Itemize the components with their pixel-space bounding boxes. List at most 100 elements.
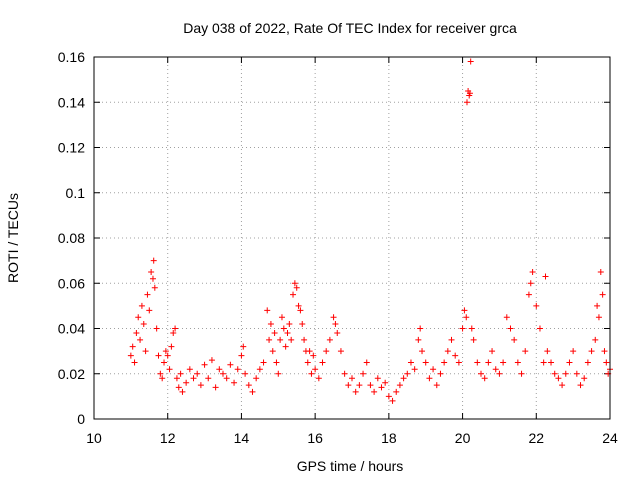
data-point <box>284 330 291 337</box>
data-point <box>584 359 591 366</box>
data-point <box>264 307 271 314</box>
y-tick-label: 0.08 <box>58 230 85 246</box>
data-point <box>533 302 540 309</box>
y-tick-label: 0.12 <box>58 140 85 156</box>
data-point <box>400 375 407 382</box>
data-point <box>157 370 164 377</box>
data-point <box>577 382 584 389</box>
data-point <box>150 257 157 264</box>
data-point <box>503 314 510 321</box>
data-point <box>496 370 503 377</box>
data-point <box>452 352 459 359</box>
data-point <box>514 359 521 366</box>
data-point <box>144 291 151 298</box>
data-point <box>166 366 173 373</box>
data-point <box>411 366 418 373</box>
data-point <box>407 359 414 366</box>
data-point <box>304 359 311 366</box>
data-point <box>133 330 140 337</box>
data-point <box>155 352 162 359</box>
data-point <box>474 359 481 366</box>
axis-ticks <box>93 56 611 420</box>
data-point <box>253 375 260 382</box>
data-point <box>227 361 234 368</box>
data-point <box>186 366 193 373</box>
data-point <box>597 268 604 275</box>
data-point <box>481 375 488 382</box>
data-point <box>467 58 474 65</box>
data-point <box>349 375 355 382</box>
y-tick-label: 0.04 <box>58 321 85 337</box>
data-point <box>570 348 577 355</box>
y-tick-labels: 0 0.02 0.04 0.06 0.08 0.1 0.12 0.14 0.16 <box>58 49 85 427</box>
y-tick-label: 0.06 <box>58 275 85 291</box>
data-point <box>242 370 249 377</box>
y-tick-label: 0.14 <box>58 94 85 110</box>
data-point <box>301 336 308 343</box>
data-point <box>468 325 475 332</box>
data-point <box>581 375 588 382</box>
chart-title: Day 038 of 2022, Rate Of TEC Index for r… <box>183 20 517 36</box>
data-point <box>269 348 276 355</box>
data-point <box>177 370 184 377</box>
x-tick-label: 12 <box>160 430 176 446</box>
data-point <box>463 314 470 321</box>
data-point <box>382 379 389 386</box>
data-point <box>271 330 278 337</box>
data-point <box>396 382 403 389</box>
data-point <box>312 366 319 373</box>
data-point <box>356 382 363 389</box>
data-point <box>548 359 555 366</box>
x-tick-labels: 10 12 14 16 18 20 22 24 <box>86 430 618 446</box>
data-point <box>315 375 322 382</box>
data-point <box>599 291 606 298</box>
data-point <box>273 359 280 366</box>
data-point <box>146 307 153 314</box>
data-point <box>212 384 219 391</box>
data-point <box>389 397 396 404</box>
x-tick-label: 14 <box>234 430 250 446</box>
data-point <box>393 388 400 395</box>
data-point <box>437 370 444 377</box>
data-point <box>142 348 149 355</box>
data-point <box>245 382 252 389</box>
data-point <box>277 336 284 343</box>
data-point <box>478 370 484 377</box>
data-point <box>500 359 507 366</box>
x-axis-label: GPS time / hours <box>297 458 404 474</box>
data-point <box>330 314 337 321</box>
data-point <box>337 348 344 355</box>
data-point <box>385 393 392 400</box>
data-point <box>162 348 169 355</box>
data-point <box>208 357 215 364</box>
data-point <box>511 336 518 343</box>
data-point <box>352 388 359 395</box>
x-tick-label: 20 <box>455 430 471 446</box>
data-point <box>197 382 204 389</box>
data-point <box>603 359 610 366</box>
data-point <box>404 370 411 377</box>
data-point <box>444 348 451 355</box>
data-point <box>256 366 263 373</box>
data-point <box>592 336 599 343</box>
data-point <box>426 375 433 382</box>
data-point <box>293 284 300 291</box>
data-point <box>238 352 245 359</box>
x-tick-label: 22 <box>528 430 544 446</box>
data-point <box>295 302 302 309</box>
data-point <box>299 320 306 327</box>
data-point <box>422 359 429 366</box>
data-point <box>223 375 230 382</box>
data-point <box>367 382 374 389</box>
data-point <box>131 359 138 366</box>
data-point <box>489 348 496 355</box>
data-point <box>594 302 601 309</box>
data-point <box>415 336 422 343</box>
data-point <box>544 348 551 355</box>
data-point <box>194 370 201 377</box>
data-point <box>286 320 293 327</box>
data-point <box>175 384 182 391</box>
data-point <box>326 336 333 343</box>
data-point <box>323 348 330 355</box>
